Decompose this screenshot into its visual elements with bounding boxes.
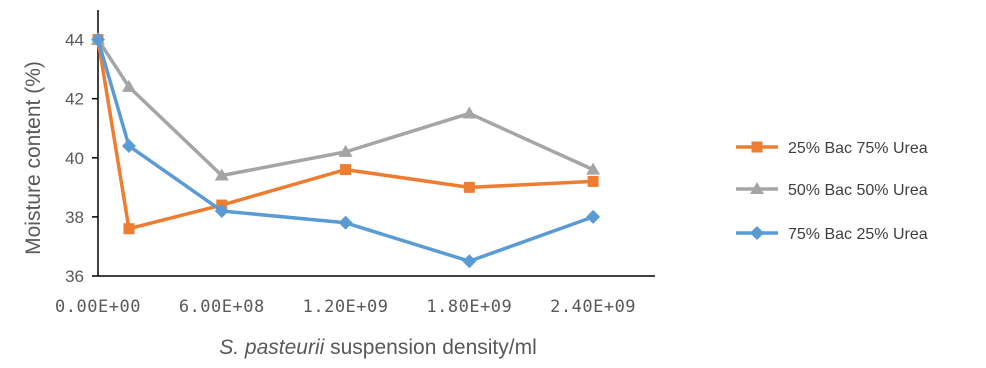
data-point xyxy=(586,162,601,175)
data-point xyxy=(123,223,135,235)
y-tick-label: 44 xyxy=(65,31,84,50)
data-point xyxy=(338,144,353,157)
legend-label: 75% Bac 25% Urea xyxy=(788,226,928,243)
y-tick-label: 36 xyxy=(65,267,84,286)
y-tick-label: 38 xyxy=(65,208,84,227)
data-point xyxy=(91,32,105,47)
y-axis-title: Moisture content (%) xyxy=(22,61,45,255)
data-point xyxy=(750,182,764,194)
data-point xyxy=(340,164,352,176)
x-tick-label: 6.00E+08 xyxy=(179,297,265,317)
legend: 25% Bac 75% Urea 50% Bac 50% Urea 75% Bac … xyxy=(736,140,928,243)
data-point xyxy=(338,215,353,230)
data-point xyxy=(587,175,599,187)
x-axis-title-rest: suspension density/ml xyxy=(324,336,536,359)
legend-label: 25% Bac 75% Urea xyxy=(788,140,928,157)
x-axis-title: S. pasteurii suspension density/ml xyxy=(219,336,537,359)
y-tick-label: 42 xyxy=(65,90,84,109)
data-point xyxy=(214,203,229,218)
data-point xyxy=(463,181,475,193)
x-axis-title-italic: S. pasteurii xyxy=(219,336,325,359)
data-point xyxy=(586,209,601,224)
data-point xyxy=(750,226,764,240)
data-point xyxy=(462,254,477,269)
x-tick-label: 2.40E+09 xyxy=(550,297,636,317)
x-tick-label: 0.00E+00 xyxy=(55,297,141,317)
data-point xyxy=(121,79,136,92)
series-line xyxy=(96,39,594,231)
data-point xyxy=(751,141,763,153)
series-line xyxy=(96,38,594,178)
data-point xyxy=(214,168,229,181)
legend-label: 50% Bac 50% Urea xyxy=(788,182,928,199)
data-point xyxy=(121,138,136,153)
data-point xyxy=(462,106,477,119)
x-tick-label: 1.20E+09 xyxy=(303,297,389,317)
series-line xyxy=(96,39,594,263)
y-tick-label: 40 xyxy=(65,149,84,168)
plot-area: 36 38 40 42 44 0.00E+00 6.00E+08 1.20E+09 1.80E+… xyxy=(55,10,655,317)
x-tick-label: 1.80E+09 xyxy=(426,297,512,317)
